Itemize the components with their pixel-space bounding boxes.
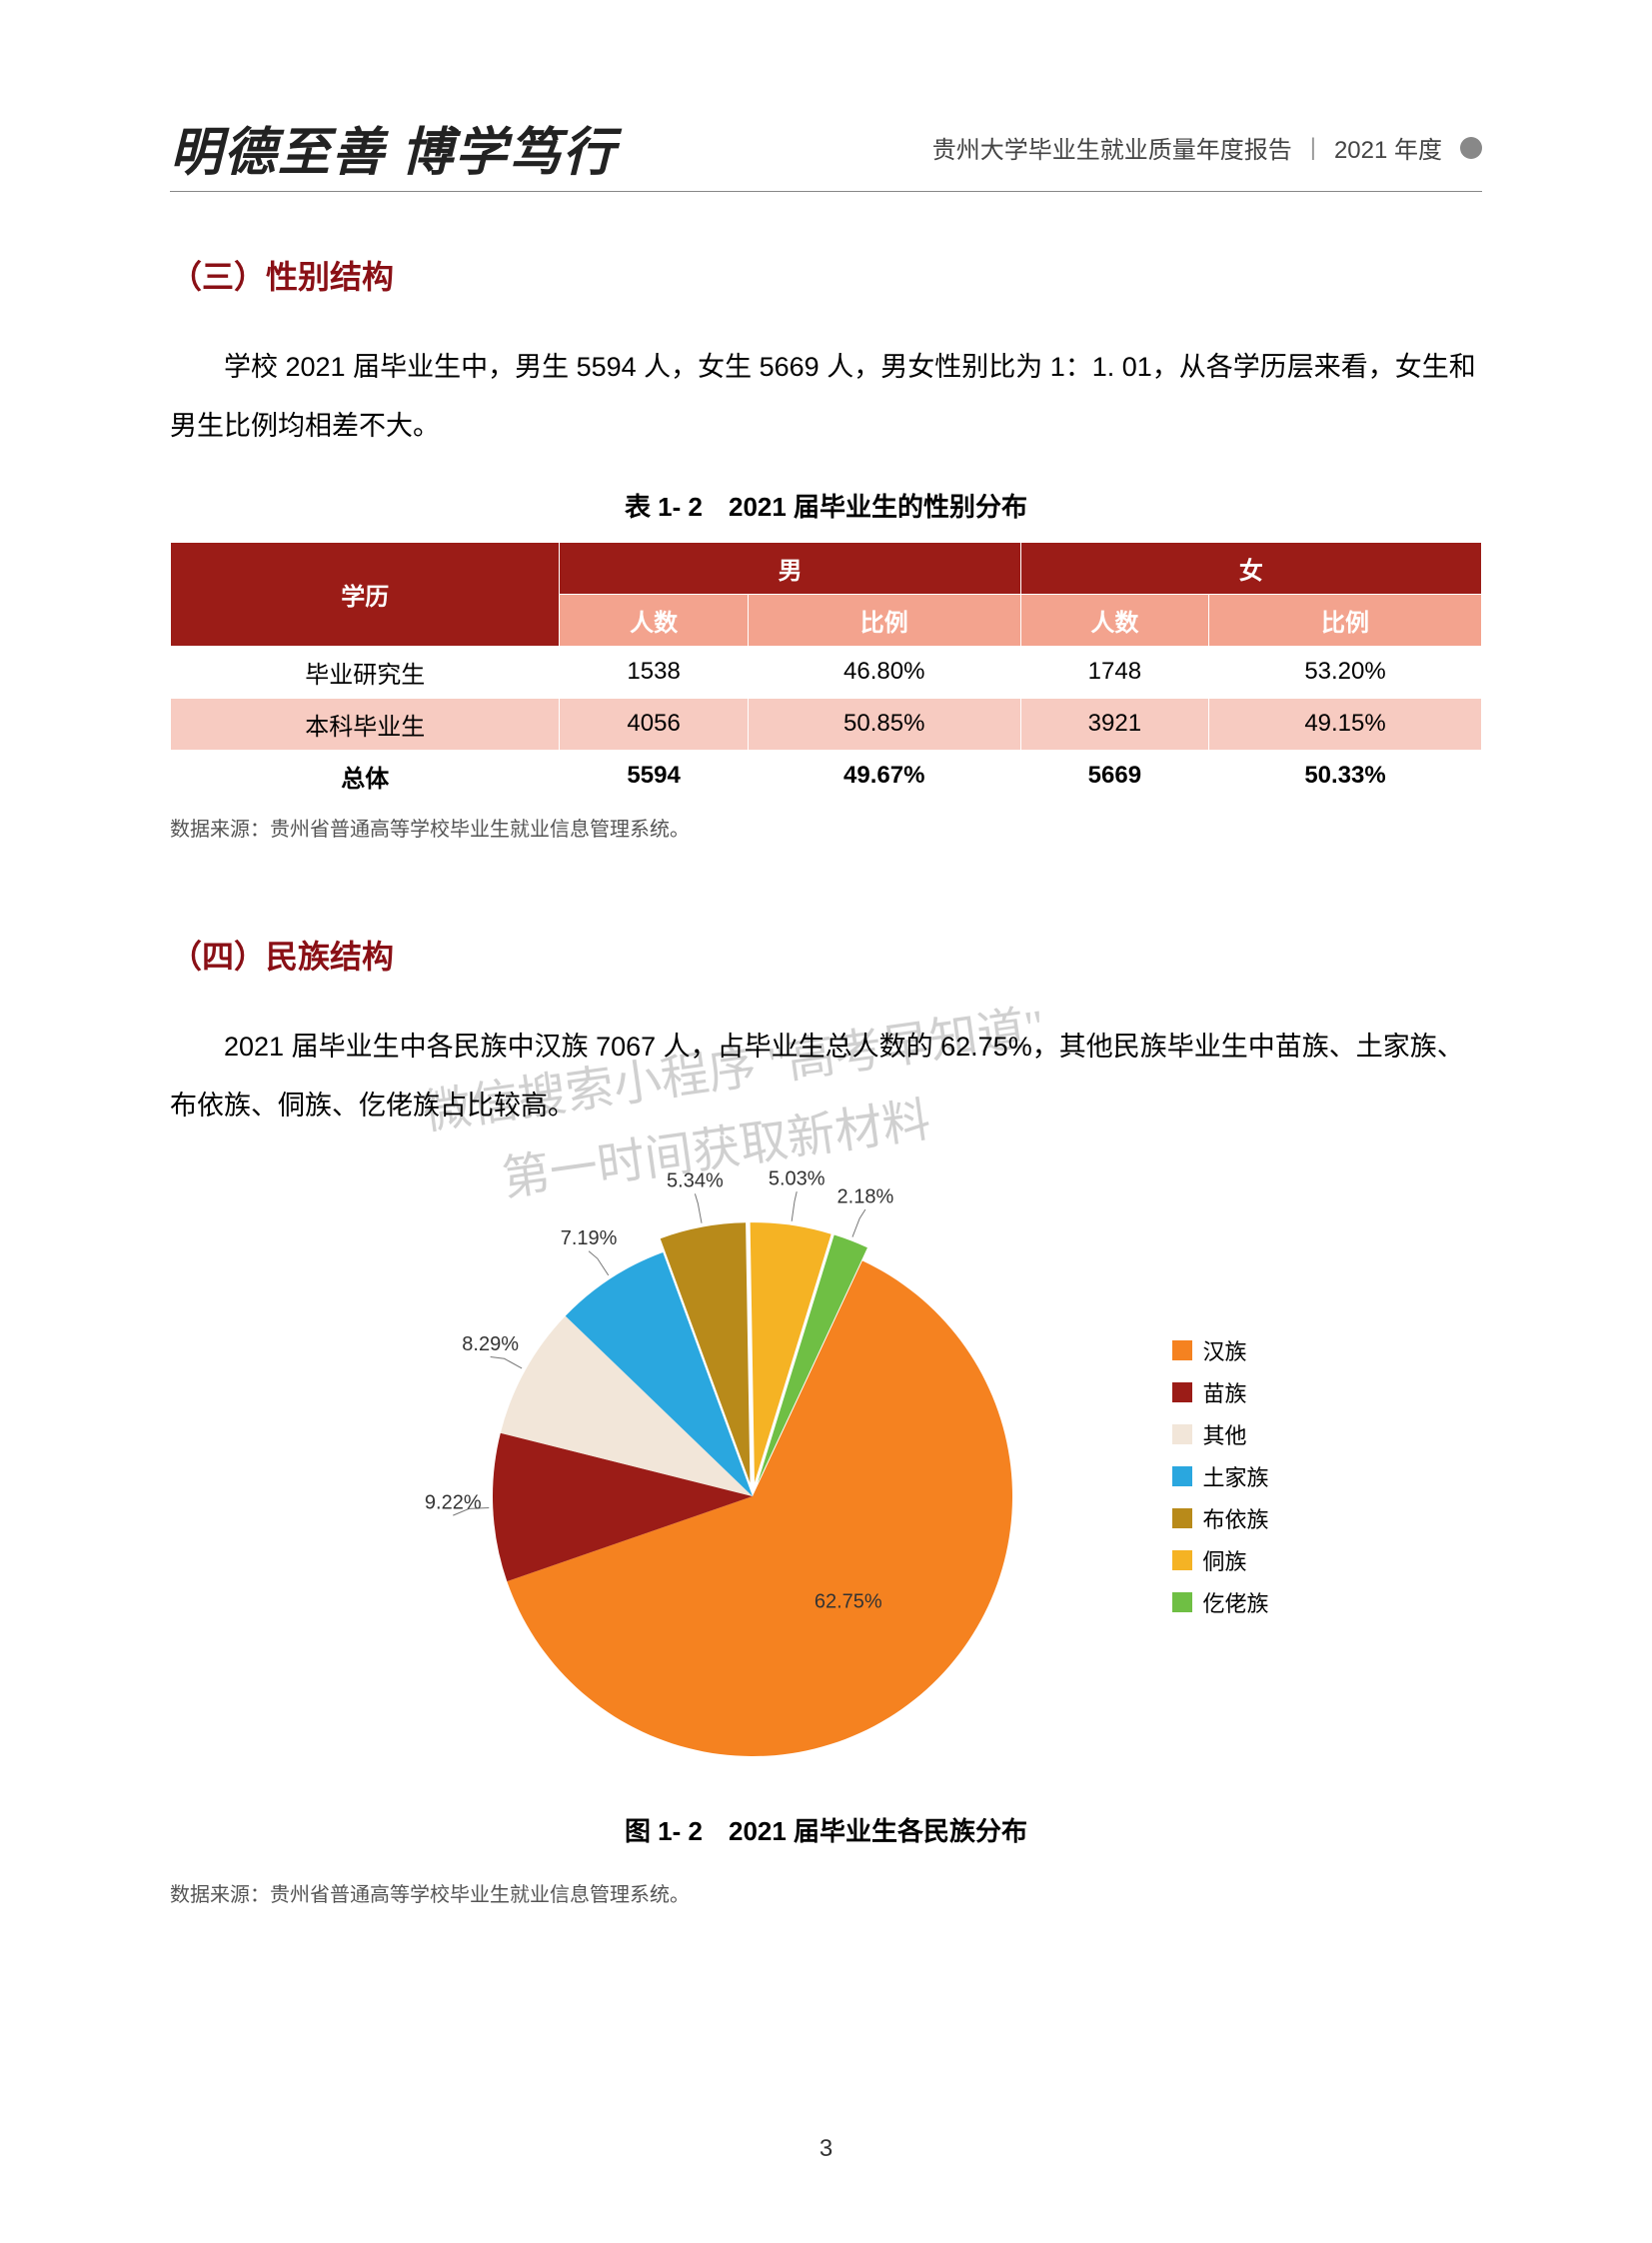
legend-swatch-icon xyxy=(1172,1550,1192,1570)
ethnicity-pie-chart: 62.75% 9.22% 8.29% 7.19% 5.34% 5.03% 2.18% 汉族苗… xyxy=(170,1166,1482,1786)
legend-label: 侗族 xyxy=(1202,1544,1246,1576)
page-header: 明德至善 博学笃行 贵州大学毕业生就业质量年度报告 | 2021 年度 xyxy=(170,110,1482,192)
col-group-male: 男 xyxy=(560,542,1020,594)
report-title-block: 贵州大学毕业生就业质量年度报告 | 2021 年度 xyxy=(932,130,1482,165)
pie-slice-label: 62.75% xyxy=(815,1590,882,1612)
page-number: 3 xyxy=(0,2135,1652,2163)
legend-item: 侗族 xyxy=(1172,1544,1268,1576)
pie-slice-label: 5.03% xyxy=(769,1167,826,1189)
table-cell: 5594 xyxy=(560,750,748,802)
col-education: 学历 xyxy=(171,542,560,646)
pie-slice-label: 5.34% xyxy=(668,1169,725,1191)
table-cell: 本科毕业生 xyxy=(171,698,560,750)
pie-leader-line xyxy=(793,1191,798,1221)
legend-label: 布依族 xyxy=(1202,1502,1268,1534)
legend-swatch-icon xyxy=(1172,1508,1192,1528)
pie-legend: 汉族苗族其他土家族布依族侗族仡佬族 xyxy=(1172,1324,1268,1628)
col-male-count: 人数 xyxy=(560,594,748,646)
legend-item: 仡佬族 xyxy=(1172,1586,1268,1618)
col-female-count: 人数 xyxy=(1020,594,1208,646)
table-body: 毕业研究生153846.80%174853.20%本科毕业生405650.85%… xyxy=(171,646,1482,802)
table-row: 毕业研究生153846.80%174853.20% xyxy=(171,646,1482,698)
table-cell: 49.67% xyxy=(748,750,1020,802)
table-row: 本科毕业生405650.85%392149.15% xyxy=(171,698,1482,750)
legend-label: 土家族 xyxy=(1202,1460,1268,1492)
school-motto: 明德至善 博学笃行 xyxy=(170,110,617,185)
legend-item: 其他 xyxy=(1172,1418,1268,1450)
table-cell: 5669 xyxy=(1020,750,1208,802)
col-group-female: 女 xyxy=(1020,542,1481,594)
table-cell: 49.15% xyxy=(1209,698,1482,750)
section-4-heading: （四）民族结构 xyxy=(170,932,1482,978)
legend-swatch-icon xyxy=(1172,1466,1192,1486)
table-cell: 总体 xyxy=(171,750,560,802)
pie-slice-label: 8.29% xyxy=(463,1332,520,1354)
col-female-pct: 比例 xyxy=(1209,594,1482,646)
legend-label: 汉族 xyxy=(1202,1334,1246,1366)
table-row: 总体559449.67%566950.33% xyxy=(171,750,1482,802)
legend-swatch-icon xyxy=(1172,1382,1192,1402)
pie-svg: 62.75% 9.22% 8.29% 7.19% 5.34% 5.03% 2.18% xyxy=(383,1166,1082,1786)
figure-source-note: 数据来源：贵州省普通高等学校毕业生就业信息管理系统。 xyxy=(170,1878,1482,1907)
table-cell: 53.20% xyxy=(1209,646,1482,698)
table-cell: 50.85% xyxy=(748,698,1020,750)
gender-distribution-table: 学历 男 女 人数 比例 人数 比例 毕业研究生153846.80%174853… xyxy=(170,542,1482,803)
col-male-pct: 比例 xyxy=(748,594,1020,646)
legend-item: 布依族 xyxy=(1172,1502,1268,1534)
document-page: 明德至善 博学笃行 贵州大学毕业生就业质量年度报告 | 2021 年度 （三）性… xyxy=(0,0,1652,2243)
legend-item: 汉族 xyxy=(1172,1334,1268,1366)
legend-item: 土家族 xyxy=(1172,1460,1268,1492)
table-cell: 1748 xyxy=(1020,646,1208,698)
figure-1-2-title: 图 1- 2 2021 届毕业生各民族分布 xyxy=(170,1811,1482,1848)
separator: | xyxy=(1310,134,1316,162)
table-cell: 1538 xyxy=(560,646,748,698)
header-dot-icon xyxy=(1460,137,1482,159)
legend-label: 其他 xyxy=(1202,1418,1246,1450)
legend-swatch-icon xyxy=(1172,1340,1192,1360)
section-4-paragraph: 2021 届毕业生中各民族中汉族 7067 人，占毕业生总人数的 62.75%，… xyxy=(170,1018,1482,1136)
pie-leader-line xyxy=(491,1356,522,1367)
table-cell: 46.80% xyxy=(748,646,1020,698)
pie-leader-line xyxy=(852,1209,865,1237)
section-3-paragraph: 学校 2021 届毕业生中，男生 5594 人，女生 5669 人，男女性别比为… xyxy=(170,338,1482,457)
table-cell: 50.33% xyxy=(1209,750,1482,802)
legend-label: 苗族 xyxy=(1202,1376,1246,1408)
table-cell: 毕业研究生 xyxy=(171,646,560,698)
legend-swatch-icon xyxy=(1172,1592,1192,1612)
table-head: 学历 男 女 人数 比例 人数 比例 xyxy=(171,542,1482,646)
legend-swatch-icon xyxy=(1172,1424,1192,1444)
table-source-note: 数据来源：贵州省普通高等学校毕业生就业信息管理系统。 xyxy=(170,813,1482,842)
table-1-2-title: 表 1- 2 2021 届毕业生的性别分布 xyxy=(170,487,1482,524)
pie-slice-label: 7.19% xyxy=(561,1227,618,1249)
pie-leader-line xyxy=(696,1193,703,1222)
pie-slice-label: 9.22% xyxy=(425,1491,482,1513)
report-year: 2021 年度 xyxy=(1334,130,1442,165)
section-3-heading: （三）性别结构 xyxy=(170,252,1482,298)
report-title: 贵州大学毕业生就业质量年度报告 xyxy=(932,130,1292,165)
legend-item: 苗族 xyxy=(1172,1376,1268,1408)
table-cell: 4056 xyxy=(560,698,748,750)
pie-leader-line xyxy=(590,1250,610,1274)
legend-label: 仡佬族 xyxy=(1202,1586,1268,1618)
table-cell: 3921 xyxy=(1020,698,1208,750)
pie-slice-label: 2.18% xyxy=(837,1185,894,1207)
